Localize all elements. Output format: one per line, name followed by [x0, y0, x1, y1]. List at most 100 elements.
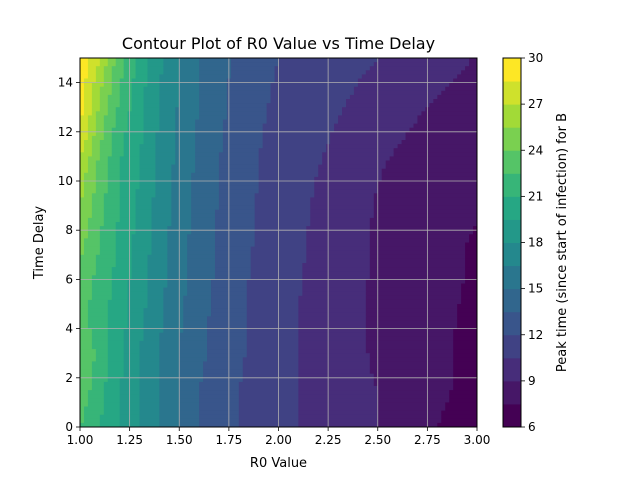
- contour-band-cell: [159, 357, 180, 362]
- contour-band-cell: [453, 328, 477, 334]
- contour-band-cell: [103, 74, 113, 80]
- contour-band-cell: [191, 193, 220, 198]
- contour-band-cell: [183, 328, 208, 334]
- contour-band-cell: [369, 246, 466, 252]
- contour-band-cell: [147, 58, 164, 63]
- contour-band-cell: [127, 123, 145, 129]
- contour-band-cell: [99, 94, 109, 100]
- contour-band-cell: [159, 410, 180, 416]
- contour-band-cell: [131, 242, 153, 248]
- contour-band-cell: [80, 299, 89, 305]
- contour-band-cell: [207, 324, 248, 330]
- colorbar-band: [503, 150, 521, 174]
- contour-band-cell: [155, 172, 172, 178]
- contour-band-cell: [167, 267, 188, 272]
- contour-band-cell: [80, 234, 89, 239]
- contour-band-cell: [195, 156, 220, 162]
- contour-band-cell: [107, 176, 121, 182]
- contour-band-cell: [155, 148, 176, 153]
- colorbar-label: Peak time (since start of infection) for…: [555, 113, 570, 372]
- contour-band-cell: [135, 226, 153, 231]
- contour-band-cell: [127, 312, 145, 317]
- contour-band-cell: [207, 320, 248, 326]
- contour-band-cell: [199, 398, 240, 403]
- contour-band-cell: [127, 279, 149, 285]
- contour-band-cell: [80, 181, 85, 186]
- contour-band-cell: [91, 287, 113, 293]
- contour-band-cell: [365, 345, 454, 350]
- contour-band-cell: [107, 324, 129, 330]
- contour-band-cell: [457, 308, 477, 313]
- contour-band-cell: [91, 328, 109, 334]
- contour-band-cell: [175, 148, 196, 153]
- contour-band-cell: [171, 213, 192, 219]
- contour-band-cell: [83, 250, 101, 256]
- contour-band-cell: [171, 185, 192, 190]
- contour-band-cell: [87, 230, 101, 235]
- contour-band-cell: [369, 369, 454, 375]
- contour-band-cell: [377, 406, 446, 412]
- contour-band-cell: [334, 123, 415, 129]
- contour-band-cell: [80, 381, 93, 387]
- contour-band-cell: [175, 123, 196, 129]
- contour-band-cell: [87, 115, 97, 121]
- contour-band-cell: [195, 131, 224, 137]
- contour-band-cell: [457, 320, 477, 326]
- contour-band-cell: [115, 115, 129, 121]
- contour-band-cell: [139, 152, 157, 157]
- contour-band-cell: [143, 123, 160, 129]
- contour-band-cell: [87, 316, 109, 321]
- contour-band-cell: [298, 320, 367, 326]
- contour-band-cell: [147, 279, 168, 285]
- contour-band-cell: [111, 127, 129, 133]
- contour-band-cell: [80, 410, 85, 416]
- contour-band-cell: [175, 107, 200, 112]
- colorbar-axis: 6 9 12 15 18 21 24 27 30: [521, 51, 543, 434]
- contour-band-cell: [103, 381, 121, 387]
- contour-band-cell: [409, 127, 477, 133]
- contour-band-cell: [80, 308, 89, 313]
- contour-band-cell: [83, 238, 101, 244]
- contour-band-cell: [465, 250, 477, 256]
- contour-band-cell: [246, 283, 303, 289]
- contour-band-cell: [175, 131, 196, 137]
- colorbar-band: [503, 127, 521, 151]
- contour-band-cell: [80, 373, 93, 379]
- contour-band-cell: [80, 172, 85, 178]
- contour-band-cell: [111, 148, 125, 153]
- contour-band-cell: [103, 213, 121, 219]
- contour-band-cell: [91, 99, 101, 104]
- contour-band-cell: [87, 312, 109, 317]
- contour-band-cell: [143, 115, 160, 121]
- contour-band-cell: [195, 164, 220, 170]
- colorbar-band: [503, 81, 521, 105]
- contour-band-cell: [302, 267, 371, 272]
- contour-band-cell: [218, 197, 256, 203]
- contour-band-cell: [143, 316, 164, 321]
- contour-band-cell: [139, 168, 157, 174]
- contour-band-cell: [226, 103, 268, 108]
- contour-band-cell: [87, 135, 93, 141]
- contour-band-cell: [159, 345, 180, 350]
- contour-band-cell: [214, 226, 256, 231]
- contour-band-cell: [322, 152, 395, 157]
- contour-band-cell: [171, 164, 196, 170]
- contour-band-cell: [151, 201, 172, 207]
- contour-band-cell: [127, 115, 145, 121]
- contour-band-cell: [139, 410, 160, 416]
- contour-band-cell: [183, 312, 212, 317]
- contour-band-cell: [111, 283, 129, 289]
- contour-band-cell: [99, 418, 121, 424]
- contour-band-cell: [326, 148, 395, 153]
- contour-band-cell: [99, 230, 117, 235]
- contour-band-cell: [80, 94, 85, 100]
- contour-band-cell: [87, 394, 105, 399]
- contour-band-cell: [80, 402, 89, 408]
- contour-band-cell: [159, 414, 180, 420]
- contour-band-cell: [111, 135, 125, 141]
- contour-band-cell: [119, 103, 133, 108]
- colorbar-tick-label: 12: [528, 328, 543, 342]
- contour-band-cell: [187, 267, 216, 272]
- contour-band-cell: [226, 99, 272, 104]
- contour-band-cell: [159, 390, 180, 395]
